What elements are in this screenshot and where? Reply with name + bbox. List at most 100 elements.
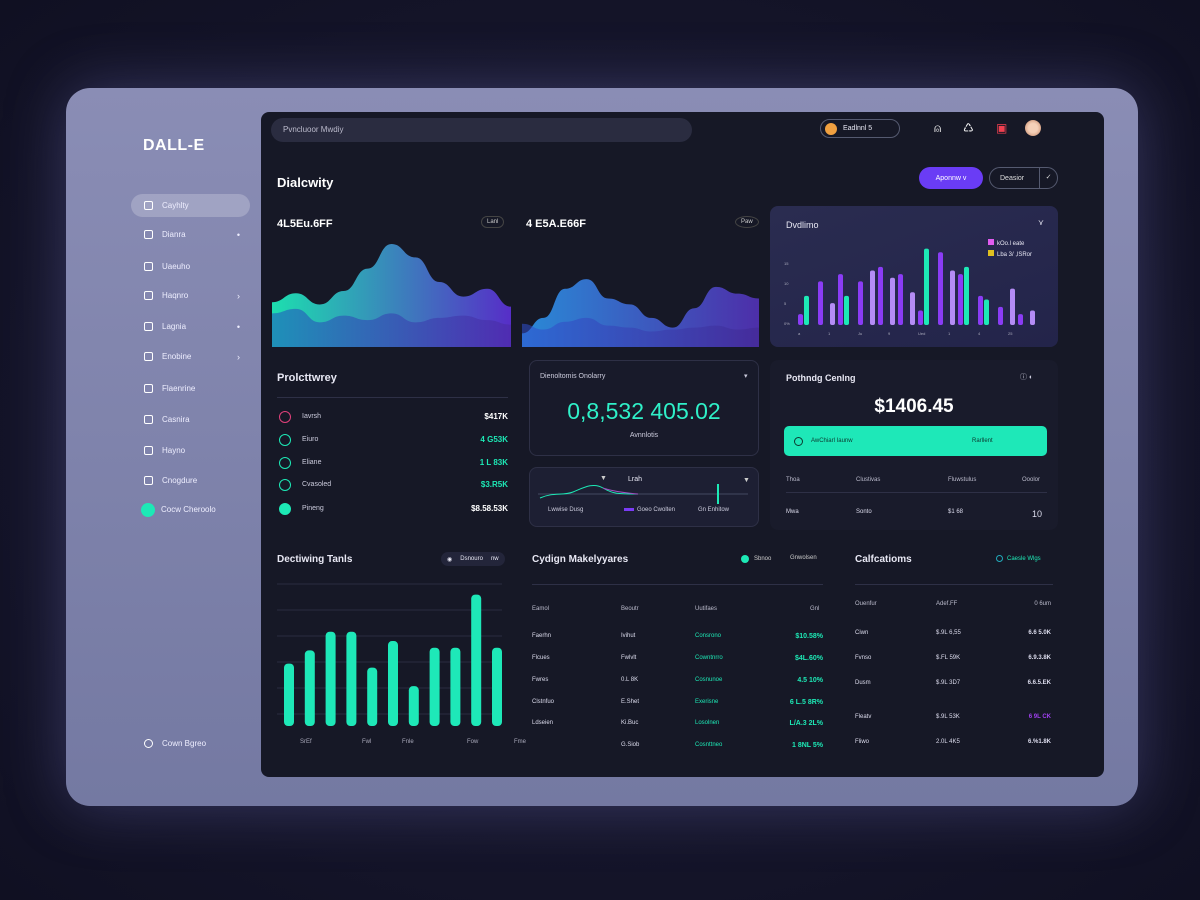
chart-menu-icon[interactable]: ⋎ xyxy=(1038,218,1044,227)
row-icon xyxy=(279,479,291,491)
notification-icon[interactable]: ▣ xyxy=(996,121,1008,135)
sidebar-item-label: Hayno xyxy=(162,446,186,455)
row-icon xyxy=(279,434,291,446)
collections-col-header: Ouenfur xyxy=(855,601,877,607)
svg-text:▼: ▼ xyxy=(743,477,750,484)
card1-area-chart xyxy=(272,243,511,347)
collections-legend-label: Caesle Wlgs xyxy=(1007,555,1041,562)
bar xyxy=(429,647,440,726)
pending-col-header: Fluwstulus xyxy=(948,477,977,483)
pending-col-header: Thoa xyxy=(786,477,800,483)
metric-value: 0,8,532 405.02 xyxy=(567,398,721,424)
bar xyxy=(1030,310,1035,325)
market-cell: Fwlvlt xyxy=(621,655,637,661)
tasks-chart-title: Dectiwing Tanls xyxy=(277,554,353,565)
bar xyxy=(1018,314,1023,325)
account-avatar xyxy=(825,122,837,135)
chevron-icon: • xyxy=(236,229,240,240)
collections-cell: 6.6.5.EK xyxy=(1027,680,1051,686)
bar xyxy=(346,631,357,726)
user-avatar[interactable] xyxy=(1025,120,1041,136)
card1-chip[interactable]: Lanl xyxy=(481,216,505,228)
sidebar-bottom-item[interactable]: Cown Bgreo xyxy=(131,732,250,755)
bar xyxy=(818,281,823,325)
nav-icon xyxy=(144,201,153,210)
sidebar-item[interactable]: Dianra • xyxy=(131,223,250,246)
collections-cell: $.9L 6,55 xyxy=(936,630,961,636)
card2-value: 4 E5A.E66F xyxy=(526,218,586,230)
sidebar-item-label: Cocw Cheroolo xyxy=(161,505,216,514)
sidebar-item[interactable]: Cayhlty xyxy=(131,194,250,217)
sidebar-item[interactable]: Cocw Cheroolo xyxy=(131,498,250,521)
ghost-icon[interactable]: ⍝ xyxy=(934,121,942,135)
filter-icon: ◉ xyxy=(447,556,453,563)
collections-cell: $.9L 3D7 xyxy=(936,680,961,686)
market-cell: 6 L.5 8R% xyxy=(789,699,823,706)
collections-legend: Caesle Wlgs xyxy=(996,555,1041,562)
row-label: Eiuro xyxy=(302,436,319,443)
sidebar-item[interactable]: Enobine › xyxy=(131,345,250,368)
market-filter[interactable]: Gnwolsen xyxy=(790,555,817,561)
info-icon[interactable]: ⓘ ◐ xyxy=(1020,374,1034,381)
bar xyxy=(304,650,315,726)
sidebar-item[interactable]: Uaeuho xyxy=(131,255,250,278)
market-cell: Ki.Buc xyxy=(621,720,639,726)
mini-legend-1: Lwwise Dusg xyxy=(548,507,584,513)
sidebar-item[interactable]: Lagnia • xyxy=(131,315,250,338)
card2-chip[interactable]: Paw xyxy=(735,216,759,228)
mini-legend-3: Gn Enhitow xyxy=(698,507,730,513)
market-cell: Cowntnrro xyxy=(695,655,723,661)
x-tick: 1 xyxy=(948,331,951,336)
sidebar-item[interactable]: Haqnro › xyxy=(131,284,250,307)
collections-col-header: Adef.FF xyxy=(936,601,958,607)
pending-col-header: Ooolor xyxy=(1022,477,1041,483)
row-icon xyxy=(279,457,291,469)
market-cell: 1 8NL 5% xyxy=(792,742,823,749)
sidebar-item[interactable]: Cnogdure xyxy=(131,469,250,492)
app-logo: DALL-E xyxy=(143,137,205,154)
market-cell: E.Shet xyxy=(621,699,640,705)
bar xyxy=(964,266,969,325)
bar xyxy=(918,310,923,325)
secondary-dropdown[interactable]: Deasior ✓ xyxy=(989,167,1058,189)
primary-button[interactable]: Aponnw v xyxy=(919,167,983,189)
bar xyxy=(950,270,955,325)
row-label: Cvasoled xyxy=(302,481,332,488)
tasks-filter[interactable]: ◉ Dsnouro nw xyxy=(441,552,505,566)
metric-sub: Avnnlotis xyxy=(629,432,659,439)
area-series xyxy=(522,317,759,347)
nav-icon xyxy=(144,322,153,331)
row-label: Eliane xyxy=(302,459,322,466)
search-input[interactable]: Pvncluoor Mwdiy xyxy=(271,118,692,142)
x-tick: Fow xyxy=(467,739,479,745)
bar xyxy=(910,292,915,325)
account-pill[interactable]: Eadlnnl 5 xyxy=(820,119,900,138)
collections-cell: 6.6 5.0K xyxy=(1028,630,1051,636)
market-cell: Flcues xyxy=(532,655,550,661)
collections-cell: Ciwn xyxy=(855,630,869,636)
market-cell: Losolnen xyxy=(695,720,720,726)
productivity-title: Prolcttwrey xyxy=(277,372,337,384)
bar xyxy=(408,686,419,726)
collections-cell: Fleatv xyxy=(855,714,872,720)
bar xyxy=(938,252,943,325)
page-title: Dialcwity xyxy=(277,175,334,190)
banner-right-label: Rarllent xyxy=(972,438,993,444)
recycle-icon[interactable]: ♺ xyxy=(963,121,974,135)
sidebar-item-label: Lagnia xyxy=(162,322,187,331)
sidebar-item[interactable]: Hayno xyxy=(131,439,250,462)
market-cell: $10.58% xyxy=(795,633,823,640)
sidebar-item[interactable]: Flaenrine xyxy=(131,377,250,400)
x-tick: Fwl xyxy=(362,739,371,745)
market-col-header: Eamol xyxy=(532,606,550,612)
row-value: $3.R5K xyxy=(480,480,508,489)
collections-cell: 6.%1.8K xyxy=(1027,739,1051,745)
sidebar-item[interactable]: Casnira xyxy=(131,408,250,431)
tasks-filter-label: Dsnouro xyxy=(460,556,483,562)
bar xyxy=(804,295,809,325)
market-cell: Ivihut xyxy=(621,633,636,639)
pending-banner-button[interactable]: AwChiarl Iaunw Rarllent xyxy=(784,426,1047,456)
metric-dropdown-icon[interactable]: ▾ xyxy=(744,373,748,380)
check-icon: ✓ xyxy=(1039,168,1057,188)
nav-icon xyxy=(144,352,153,361)
